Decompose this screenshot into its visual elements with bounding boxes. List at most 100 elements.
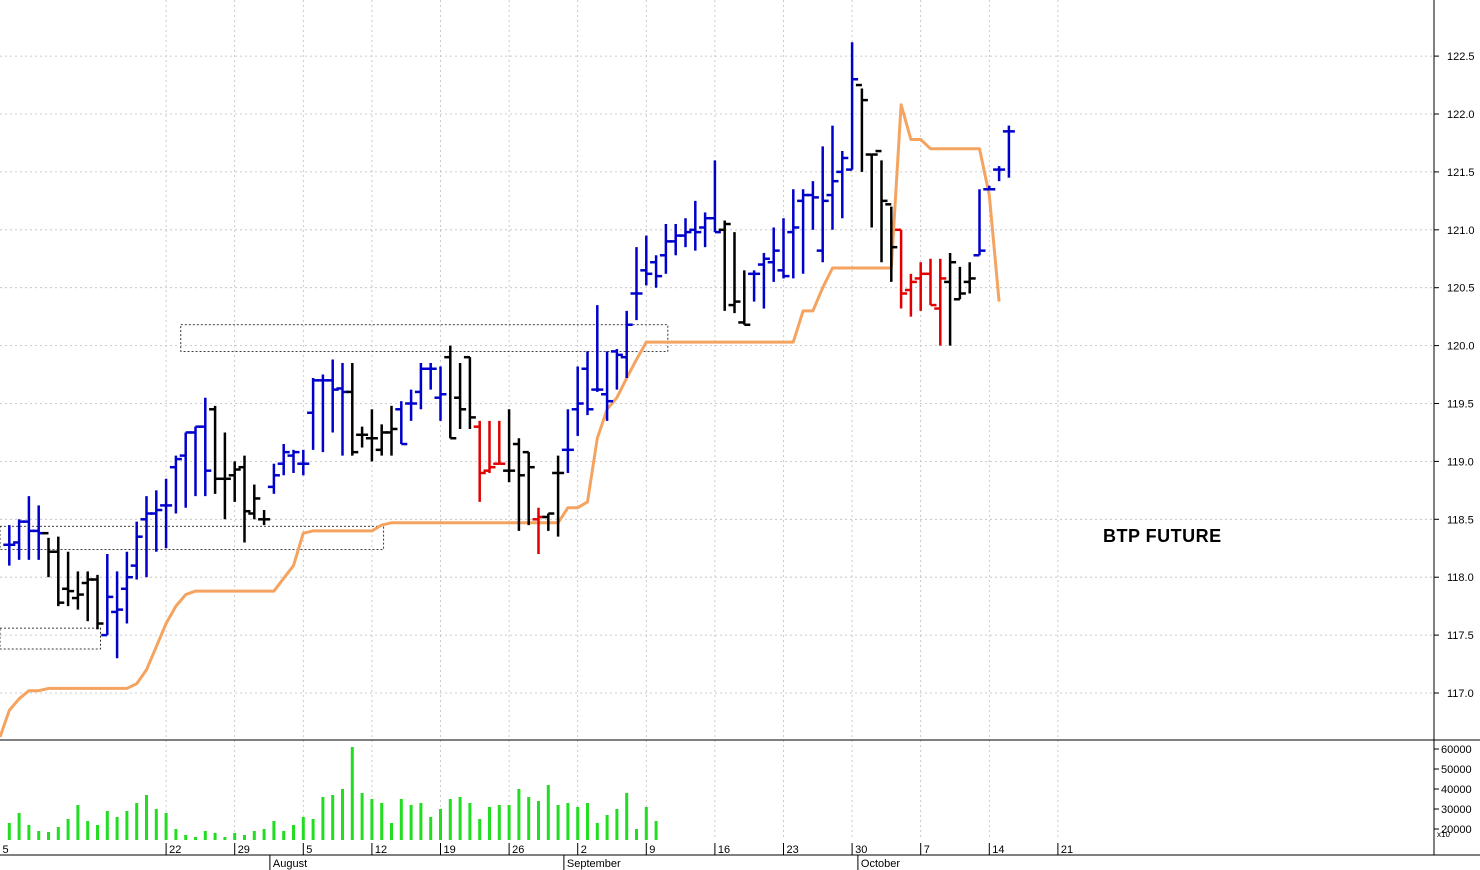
ohlc-bar	[160, 478, 173, 549]
support-box	[180, 324, 669, 352]
volume-tick-label: 20000	[1441, 824, 1472, 836]
time-tick-label: 23	[787, 844, 799, 856]
ohlc-bar	[944, 252, 957, 346]
time-tick-label: 29	[238, 844, 250, 856]
ohlc-bar	[728, 232, 741, 314]
price-tick-label: 121.0	[1447, 225, 1475, 237]
volume-axis: 20000 30000 40000 50000 60000	[1434, 744, 1472, 836]
ohlc-bar	[444, 345, 457, 440]
time-tick-label: 14	[992, 844, 1004, 856]
ohlc-bar	[209, 405, 222, 494]
ohlc-bar	[738, 270, 751, 327]
ohlc-bar	[1002, 125, 1015, 178]
month-label: October	[861, 858, 900, 870]
ohlc-bar	[434, 366, 447, 421]
ohlc-bar	[718, 220, 731, 311]
ohlc-bar	[561, 409, 574, 473]
ohlc-bar	[120, 551, 133, 624]
support-boxes	[0, 324, 669, 650]
ohlc-bar	[150, 490, 163, 552]
ohlc-bar	[816, 146, 829, 263]
ohlc-bar	[22, 496, 35, 560]
ohlc-bar	[346, 362, 359, 456]
ohlc-bar	[238, 455, 251, 543]
ohlc-bar	[757, 252, 770, 309]
ohlc-bar	[248, 484, 261, 520]
ohlc-bar	[228, 461, 241, 502]
time-tick-label: 2	[581, 844, 587, 856]
ohlc-bar	[914, 262, 927, 311]
ohlc-bar	[669, 224, 682, 256]
time-tick-label: 30	[855, 844, 867, 856]
ohlc-bar	[983, 185, 996, 191]
price-tick-label: 122.5	[1447, 51, 1475, 63]
ohlc-bar	[689, 200, 702, 251]
ohlc-bar	[71, 571, 84, 610]
ohlc-bar	[591, 305, 604, 392]
time-tick-label: 7	[924, 844, 930, 856]
price-tick-label: 122.0	[1447, 109, 1475, 121]
ohlc-bar	[708, 160, 721, 234]
ohlc-bar	[650, 255, 663, 288]
volume-multiplier-label: x10	[1437, 830, 1450, 839]
ohlc-bar	[307, 378, 320, 450]
ohlc-bar	[385, 405, 398, 456]
ohlc-bar	[787, 189, 800, 279]
month-label: September	[567, 858, 621, 870]
ohlc-bar	[806, 181, 819, 230]
ohlc-bar	[336, 362, 349, 456]
price-tick-label: 119.5	[1447, 399, 1474, 411]
ohlc-bar	[640, 235, 653, 286]
price-tick-label: 120.0	[1447, 341, 1475, 353]
ohlc-bar	[601, 351, 614, 421]
ohlc-bar	[748, 270, 761, 302]
ohlc-bar	[532, 507, 545, 555]
ohlc-bar	[3, 525, 16, 566]
ohlc-bar	[522, 450, 535, 526]
ohlc-bar	[258, 510, 271, 526]
price-tick-label: 121.5	[1447, 167, 1475, 179]
ohlc-bar	[169, 455, 182, 514]
time-tick-label: 22	[169, 844, 181, 856]
ohlc-bar	[571, 366, 584, 436]
ohlc-bar	[797, 189, 810, 274]
volume-tick-label: 50000	[1441, 764, 1472, 776]
ohlc-bar	[953, 266, 966, 301]
ohlc-bar	[267, 463, 280, 494]
ohlc-bar	[934, 258, 947, 346]
ohlc-bar	[356, 426, 369, 448]
ohlc-bar	[542, 512, 555, 531]
price-axis: 117.0 117.5 118.0 118.5 119.0 119.5 120.0 120.5…	[1434, 51, 1475, 700]
ohlc-bar	[512, 438, 525, 531]
ohlc-bar	[287, 449, 300, 473]
ohlc-bar	[846, 42, 859, 171]
ohlc-bar	[454, 362, 467, 429]
ohlc-bar	[42, 531, 55, 578]
ohlc-bar	[483, 420, 496, 473]
ohlc-bar	[993, 166, 1006, 182]
volume-tick-label: 30000	[1441, 804, 1472, 816]
ohlc-bar	[326, 359, 339, 433]
ohlc-bar	[924, 258, 937, 307]
trailing-stop	[0, 103, 1001, 738]
volume-bars	[7, 747, 658, 840]
ohlc-bar	[630, 247, 643, 321]
price-tick-label: 117.0	[1447, 688, 1474, 700]
price-tick-label: 118.5	[1447, 514, 1474, 526]
time-tick-label: 5	[306, 844, 312, 856]
ohlc-bar	[111, 571, 124, 659]
time-tick-label: 16	[718, 844, 730, 856]
price-tick-label: 117.5	[1447, 630, 1474, 642]
ohlc-bar	[904, 273, 917, 317]
ohlc-bar	[424, 362, 437, 390]
ohlc-bar	[277, 444, 290, 476]
volume-tick-label: 40000	[1441, 784, 1472, 796]
ohlc-bar	[101, 554, 114, 637]
ohlc-bar	[679, 218, 692, 248]
ohlc-bar	[493, 420, 506, 465]
price-tick-label: 118.0	[1447, 572, 1474, 584]
price-bars	[3, 42, 1015, 659]
ohlc-bar	[620, 310, 633, 379]
time-tick-label: 12	[375, 844, 387, 856]
